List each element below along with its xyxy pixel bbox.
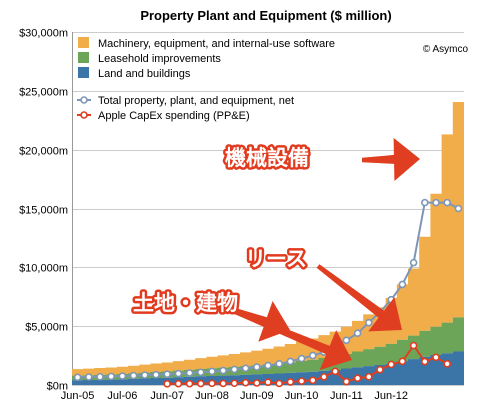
point-total-ppe [73, 373, 82, 382]
point-total-ppe [85, 373, 93, 381]
point-capex [219, 379, 227, 388]
legend-marker [80, 111, 88, 119]
point-total-ppe [353, 329, 362, 338]
x-tick-label: Jun-07 [150, 390, 184, 402]
line-series [73, 198, 463, 388]
x-tick-label: Jun-09 [240, 390, 274, 402]
point-capex [376, 365, 384, 374]
y-axis: $0m $5,000m $10,000m $15,000m $20,000m $25,00… [19, 28, 73, 393]
point-capex [264, 378, 272, 386]
x-axis: Jun-05 Jul-06 Jun-07 Jun-08 Jun-09 Jun-10 Jun-… [61, 390, 408, 402]
point-capex [320, 373, 328, 381]
point-total-ppe [174, 369, 183, 378]
point-total-ppe [96, 372, 104, 381]
point-capex [443, 360, 452, 368]
point-total-ppe [432, 198, 440, 207]
legend-swatch [78, 67, 89, 78]
point-capex [432, 353, 440, 362]
point-capex [241, 378, 250, 387]
point-total-ppe [129, 371, 138, 380]
x-tick-label: Jun-05 [61, 390, 95, 402]
point-capex [409, 341, 418, 350]
point-total-ppe [286, 357, 295, 366]
point-capex [308, 376, 317, 385]
x-tick-label: Jul-06 [107, 390, 137, 402]
point-capex [364, 372, 373, 381]
point-capex [331, 367, 340, 376]
point-total-ppe [208, 367, 216, 376]
copyright-label: © Asymco [423, 44, 469, 55]
point-total-ppe [409, 258, 418, 267]
y-tick-label: $15,000m [19, 205, 68, 217]
y-tick-label: $25,000m [19, 87, 68, 99]
point-total-ppe [107, 372, 115, 381]
legend-swatch [78, 37, 89, 48]
chart-title: Property Plant and Equipment ($ million) [140, 8, 391, 23]
point-capex [252, 379, 261, 387]
point-total-ppe [342, 336, 351, 345]
point-total-ppe [241, 364, 250, 373]
point-total-ppe [141, 371, 149, 379]
point-total-ppe [197, 368, 205, 377]
gridlines [72, 32, 464, 386]
y-tick-label: $20,000m [19, 146, 68, 158]
y-tick-label: $0m [47, 381, 68, 393]
point-total-ppe [297, 354, 306, 363]
legend-label: Total property, plant, and equipment, ne… [98, 95, 294, 107]
legend-label: Land and buildings [98, 68, 191, 80]
point-capex [230, 379, 239, 388]
point-total-ppe [364, 318, 373, 327]
legend-label: Apple CapEx spending (PP&E) [98, 110, 250, 122]
annotation-label: 土地・建物 [133, 291, 238, 315]
point-total-ppe [185, 369, 194, 377]
point-total-ppe [219, 366, 227, 375]
point-capex [163, 380, 171, 388]
legend: Machinery, equipment, and internal-use s… [77, 37, 335, 122]
point-total-ppe [398, 280, 407, 289]
point-capex [208, 379, 216, 388]
x-tick-label: Jun-10 [285, 390, 319, 402]
point-capex [286, 378, 295, 386]
point-total-ppe [230, 365, 239, 374]
annotation-arrow [316, 264, 402, 332]
point-capex [342, 377, 351, 386]
point-capex [197, 379, 205, 388]
annotation-label: 機械設備 [225, 146, 309, 170]
legend-label: Machinery, equipment, and internal-use s… [98, 38, 335, 50]
y-tick-label: $10,000m [19, 263, 68, 275]
x-tick-label: Jun-08 [195, 390, 229, 402]
y-tick-label: $5,000m [25, 322, 68, 334]
point-total-ppe [308, 351, 317, 360]
point-total-ppe [443, 198, 452, 207]
point-capex [275, 379, 284, 388]
x-tick-label: Jun-11 [330, 390, 363, 402]
point-total-ppe [152, 370, 160, 379]
point-total-ppe [454, 204, 463, 213]
point-capex [353, 374, 362, 382]
annotation-label: リース [245, 247, 307, 271]
point-capex [398, 357, 407, 366]
stacked-areas [72, 102, 464, 385]
point-capex [174, 379, 183, 388]
point-total-ppe [163, 370, 171, 378]
point-total-ppe [264, 361, 272, 370]
point-total-ppe [118, 372, 127, 380]
annotation-arrow [223, 304, 352, 370]
point-total-ppe [420, 198, 429, 207]
point-capex [420, 357, 429, 366]
y-tick-label: $30,000m [19, 28, 68, 40]
point-total-ppe [275, 360, 284, 368]
point-capex [387, 360, 396, 369]
legend-label: Leasehold improvements [98, 53, 221, 65]
annotation-arrow [362, 137, 420, 181]
point-total-ppe [252, 363, 261, 371]
point-capex [297, 377, 306, 385]
legend-swatch [78, 52, 89, 63]
x-tick-label: Jun-12 [374, 390, 408, 402]
point-capex [185, 379, 194, 388]
area-leasehold [72, 317, 464, 381]
legend-marker [80, 96, 88, 104]
